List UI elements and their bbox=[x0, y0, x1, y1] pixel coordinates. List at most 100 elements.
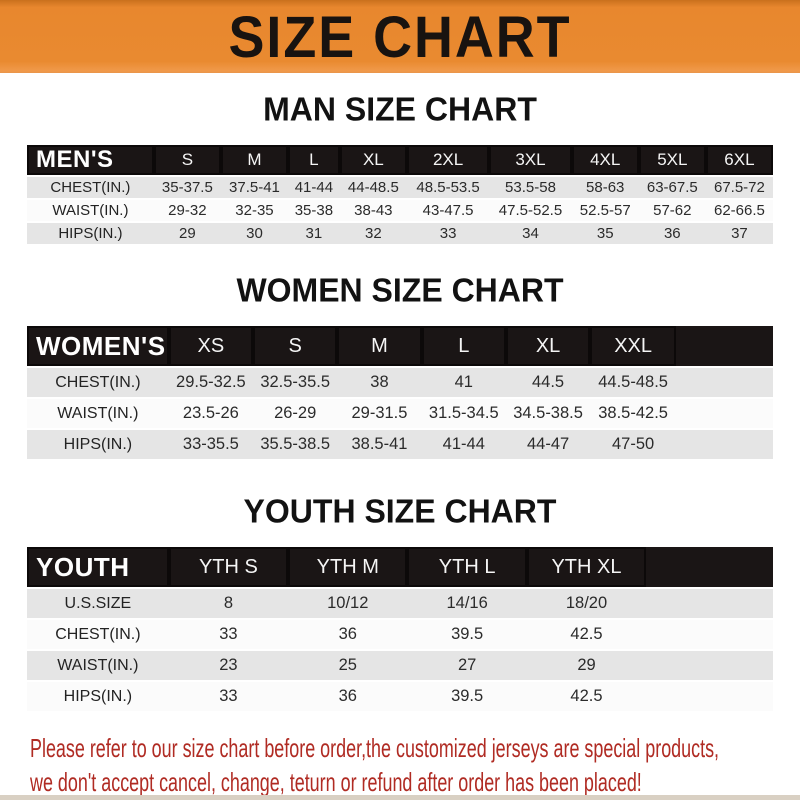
table-row: CHEST(IN.) 35-37.5 37.5-41 41-44 44-48.5… bbox=[27, 177, 773, 198]
cell: 41-44 bbox=[421, 430, 506, 459]
table-row: U.S.SIZE 8 10/12 14/16 18/20 bbox=[27, 589, 773, 618]
cell: 14/16 bbox=[407, 589, 527, 618]
cell: 41-44 bbox=[288, 177, 340, 198]
cell-spacer bbox=[646, 682, 773, 711]
cell: 57-62 bbox=[638, 200, 706, 221]
cell-spacer bbox=[676, 430, 773, 459]
cell: 53.5-58 bbox=[489, 177, 572, 198]
cell: 37.5-41 bbox=[220, 177, 288, 198]
row-label: HIPS(IN.) bbox=[27, 223, 154, 244]
cell: 29 bbox=[526, 651, 647, 680]
cell: 26-29 bbox=[253, 399, 338, 428]
row-label: WAIST(IN.) bbox=[27, 399, 169, 428]
row-label: U.S.SIZE bbox=[27, 589, 169, 618]
column-header: YTH M bbox=[288, 547, 408, 587]
cell: 10/12 bbox=[288, 589, 408, 618]
banner: SIZE CHART bbox=[0, 0, 800, 73]
table-row: WAIST(IN.) 23 25 27 29 bbox=[27, 651, 773, 680]
column-header: XL bbox=[339, 145, 407, 175]
cell: 38.5-41 bbox=[337, 430, 422, 459]
bottom-edge-strip bbox=[0, 795, 800, 800]
cell: 44.5 bbox=[505, 368, 591, 397]
cell-spacer bbox=[646, 651, 773, 680]
cell-spacer bbox=[676, 399, 773, 428]
cell: 42.5 bbox=[526, 682, 647, 711]
cell: 18/20 bbox=[526, 589, 647, 618]
cell: 38-43 bbox=[339, 200, 407, 221]
cell: 32-35 bbox=[220, 200, 288, 221]
section-youth: YOUTH SIZE CHART YOUTH YTH S YTH M YTH L… bbox=[0, 492, 800, 713]
row-label: WAIST(IN.) bbox=[27, 200, 154, 221]
cell: 27 bbox=[407, 651, 527, 680]
cell: 34 bbox=[489, 223, 572, 244]
table-row: WAIST(IN.) 23.5-26 26-29 29-31.5 31.5-34… bbox=[27, 399, 773, 428]
cell: 29-31.5 bbox=[337, 399, 422, 428]
women-table-title: WOMEN'S bbox=[27, 326, 169, 366]
row-label: CHEST(IN.) bbox=[27, 620, 169, 649]
cell: 31 bbox=[288, 223, 340, 244]
page-title: SIZE CHART bbox=[228, 3, 572, 70]
cell: 38.5-42.5 bbox=[590, 399, 676, 428]
cell: 23.5-26 bbox=[168, 399, 254, 428]
row-label: WAIST(IN.) bbox=[27, 651, 169, 680]
cell: 8 bbox=[168, 589, 289, 618]
cell: 41 bbox=[421, 368, 506, 397]
header-spacer bbox=[676, 326, 773, 366]
cell: 35-37.5 bbox=[153, 177, 221, 198]
cell: 32 bbox=[339, 223, 407, 244]
cell: 67.5-72 bbox=[705, 177, 773, 198]
cell: 39.5 bbox=[407, 682, 527, 711]
column-header: L bbox=[421, 326, 506, 366]
column-header: L bbox=[288, 145, 340, 175]
cell-spacer bbox=[646, 620, 773, 649]
column-header: 4XL bbox=[571, 145, 639, 175]
disclaimer-line-2: we don't accept cancel, change, teturn o… bbox=[30, 766, 642, 797]
cell: 35.5-38.5 bbox=[253, 430, 338, 459]
table-row: HIPS(IN.) 33-35.5 35.5-38.5 38.5-41 41-4… bbox=[27, 430, 773, 459]
column-header: XL bbox=[505, 326, 591, 366]
header-spacer bbox=[646, 547, 773, 587]
column-header: YTH S bbox=[168, 547, 289, 587]
table-row: WAIST(IN.) 29-32 32-35 35-38 38-43 43-47… bbox=[27, 200, 773, 221]
cell: 38 bbox=[337, 368, 422, 397]
cell: 36 bbox=[288, 682, 408, 711]
youth-section-heading: YOUTH SIZE CHART bbox=[243, 492, 557, 530]
disclaimer-line-1: Please refer to our size chart before or… bbox=[30, 733, 720, 763]
cell: 39.5 bbox=[407, 620, 527, 649]
cell: 37 bbox=[705, 223, 773, 244]
column-header: S bbox=[253, 326, 338, 366]
cell: 35-38 bbox=[288, 200, 340, 221]
cell: 62-66.5 bbox=[705, 200, 773, 221]
cell: 43-47.5 bbox=[406, 200, 490, 221]
women-section-heading: WOMEN SIZE CHART bbox=[236, 271, 564, 309]
men-size-table: MEN'S S M L XL 2XL 3XL 4XL 5XL 6XL CHEST… bbox=[27, 143, 773, 246]
women-size-table: WOMEN'S XS S M L XL XXL CHEST(IN.) 29.5-… bbox=[27, 324, 773, 461]
row-label: HIPS(IN.) bbox=[27, 430, 169, 459]
cell: 32.5-35.5 bbox=[253, 368, 338, 397]
youth-table-title: YOUTH bbox=[27, 547, 169, 587]
cell: 42.5 bbox=[526, 620, 647, 649]
cell: 36 bbox=[638, 223, 706, 244]
section-men: MAN SIZE CHART MEN'S S M L XL 2XL 3XL 4X… bbox=[0, 90, 800, 246]
youth-header-row: YOUTH YTH S YTH M YTH L YTH XL bbox=[27, 547, 773, 587]
cell: 48.5-53.5 bbox=[406, 177, 490, 198]
table-row: CHEST(IN.) 29.5-32.5 32.5-35.5 38 41 44.… bbox=[27, 368, 773, 397]
column-header: YTH L bbox=[407, 547, 527, 587]
cell: 63-67.5 bbox=[638, 177, 706, 198]
row-label: CHEST(IN.) bbox=[27, 177, 154, 198]
table-row: CHEST(IN.) 33 36 39.5 42.5 bbox=[27, 620, 773, 649]
cell: 58-63 bbox=[571, 177, 639, 198]
cell: 47.5-52.5 bbox=[489, 200, 572, 221]
cell: 44-47 bbox=[505, 430, 591, 459]
row-label: HIPS(IN.) bbox=[27, 682, 169, 711]
cell: 31.5-34.5 bbox=[421, 399, 506, 428]
cell: 29 bbox=[153, 223, 221, 244]
youth-size-table: YOUTH YTH S YTH M YTH L YTH XL U.S.SIZE … bbox=[27, 545, 773, 713]
column-header: M bbox=[337, 326, 422, 366]
disclaimer: Please refer to our size chart before or… bbox=[30, 732, 800, 800]
women-header-row: WOMEN'S XS S M L XL XXL bbox=[27, 326, 773, 366]
men-section-heading: MAN SIZE CHART bbox=[263, 90, 537, 128]
cell: 29.5-32.5 bbox=[168, 368, 254, 397]
table-row: HIPS(IN.) 29 30 31 32 33 34 35 36 37 bbox=[27, 223, 773, 244]
cell: 33 bbox=[406, 223, 490, 244]
